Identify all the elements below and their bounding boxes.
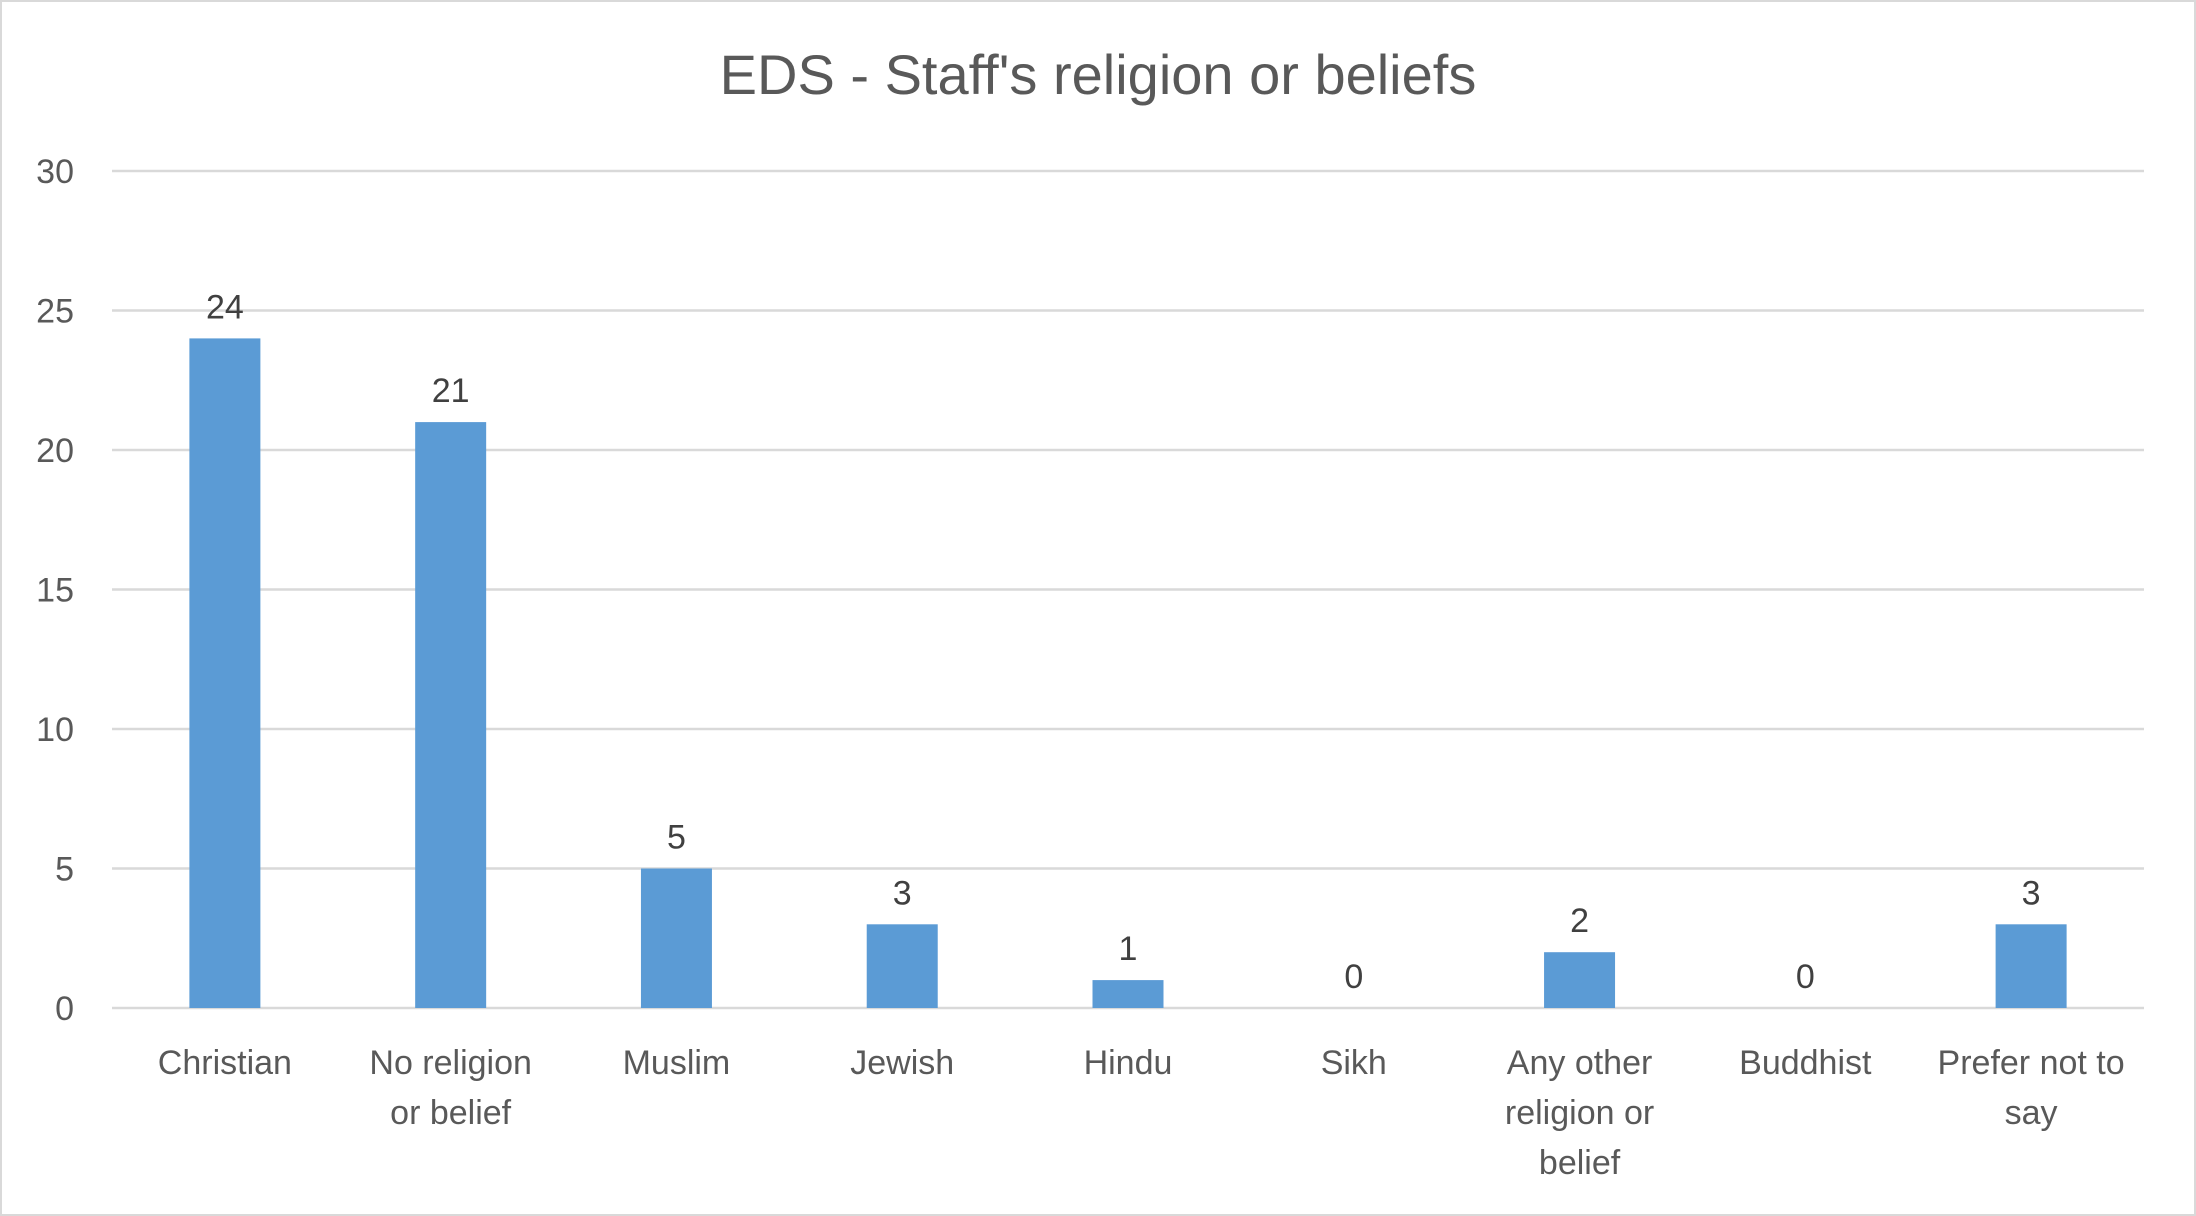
x-tick-label-line: Jewish [850, 1044, 954, 1082]
data-labels: 24 21 5 3 1 0 2 0 3 [206, 288, 2041, 996]
data-label: 0 [1796, 958, 1815, 996]
bar [1092, 980, 1164, 1008]
bar [189, 338, 261, 1008]
x-tick-label-line: Christian [158, 1044, 292, 1082]
x-tick-label-line: Prefer not to [1938, 1044, 2125, 1082]
x-tick-label-line: No religion [369, 1044, 532, 1082]
x-tick-label: Sikh [1321, 1044, 1387, 1082]
bars [189, 338, 2067, 1009]
bar [415, 422, 487, 1009]
y-tick-label: 15 [36, 572, 74, 610]
data-label: 2 [1570, 902, 1589, 940]
y-tick-label: 0 [55, 990, 74, 1028]
bar [1995, 924, 2067, 1008]
y-tick-label: 20 [36, 432, 74, 470]
x-axis-ticks: Christian No religion or belief Muslim Jewis… [158, 1044, 2125, 1182]
x-tick-label: No religion or belief [369, 1044, 532, 1132]
bar [1544, 952, 1616, 1008]
x-tick-label-line: or belief [390, 1094, 512, 1132]
x-tick-label: Buddhist [1739, 1044, 1872, 1082]
data-label: 3 [2022, 874, 2041, 912]
x-tick-label-line: religion or [1505, 1094, 1654, 1132]
data-label: 5 [667, 819, 686, 857]
x-tick-label-line: Sikh [1321, 1044, 1387, 1082]
y-tick-label: 10 [36, 711, 74, 749]
y-tick-label: 5 [55, 851, 74, 889]
x-tick-label-line: Hindu [1084, 1044, 1173, 1082]
y-axis-ticks: 0 5 10 15 20 25 30 [36, 153, 74, 1028]
data-label: 0 [1344, 958, 1363, 996]
x-tick-label: Jewish [850, 1044, 954, 1082]
data-label: 21 [432, 372, 470, 410]
x-tick-label-line: Any other [1507, 1044, 1653, 1082]
y-tick-label: 30 [36, 153, 74, 191]
bar [640, 868, 712, 1008]
bar [866, 924, 938, 1008]
x-tick-label-line: belief [1539, 1144, 1621, 1182]
x-tick-label-line: Buddhist [1739, 1044, 1872, 1082]
y-tick-label: 25 [36, 293, 74, 331]
data-label: 1 [1119, 930, 1138, 968]
x-tick-label: Hindu [1084, 1044, 1173, 1082]
x-tick-label: Any other religion or belief [1505, 1044, 1654, 1182]
x-tick-label: Christian [158, 1044, 292, 1082]
data-label: 3 [893, 874, 912, 912]
x-tick-label: Muslim [623, 1044, 731, 1082]
x-tick-label-line: Muslim [623, 1044, 731, 1082]
x-tick-label-line: say [2005, 1094, 2058, 1132]
data-label: 24 [206, 288, 244, 326]
chart-title: EDS - Staff's religion or beliefs [720, 43, 1477, 106]
x-tick-label: Prefer not to say [1938, 1044, 2125, 1132]
